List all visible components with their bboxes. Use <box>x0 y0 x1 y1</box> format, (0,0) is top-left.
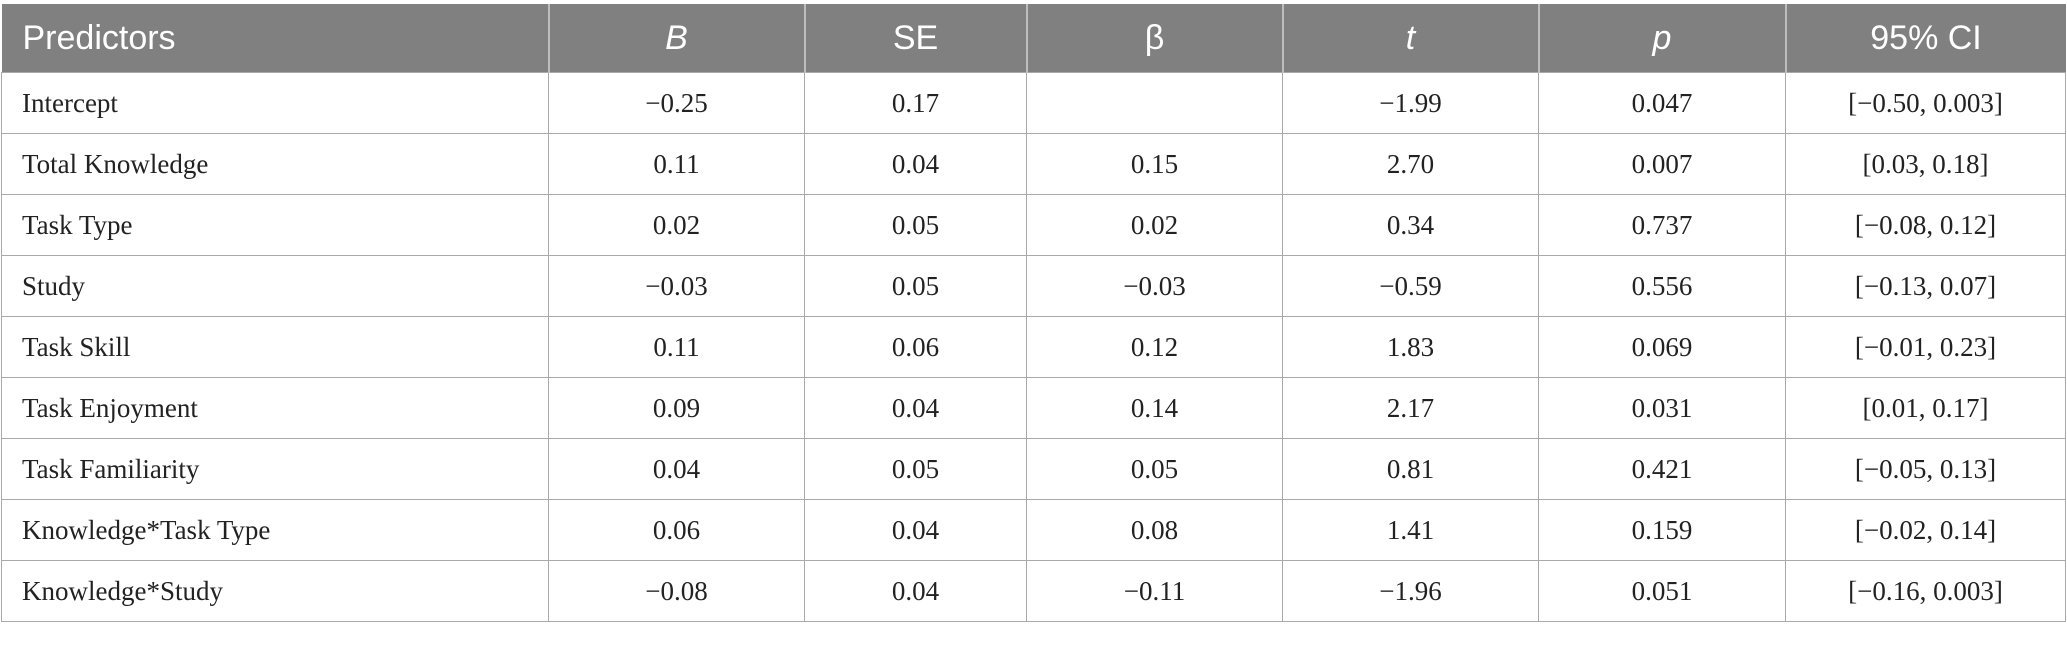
table-row: Task Type 0.02 0.05 0.02 0.34 0.737 [−0.08, 0.… <box>1 194 2066 256</box>
table-row: Knowledge*Task Type 0.06 0.04 0.08 1.41 0.159… <box>1 499 2066 561</box>
table-row: Total Knowledge 0.11 0.04 0.15 2.70 0.007 [0.0… <box>1 133 2066 195</box>
b-cell: 0.11 <box>548 316 805 378</box>
predictor-cell: Task Enjoyment <box>1 377 549 439</box>
se-cell: 0.04 <box>804 133 1027 195</box>
table-row: Intercept −0.25 0.17 −1.99 0.047 [−0.50, 0.00… <box>1 72 2066 134</box>
b-cell: 0.02 <box>548 194 805 256</box>
predictor-cell: Knowledge*Task Type <box>1 499 549 561</box>
se-cell: 0.05 <box>804 255 1027 317</box>
ci-cell: [−0.01, 0.23] <box>1785 316 2066 378</box>
b-cell: 0.04 <box>548 438 805 500</box>
se-cell: 0.06 <box>804 316 1027 378</box>
beta-cell: 0.08 <box>1026 499 1283 561</box>
table-body: Intercept −0.25 0.17 −1.99 0.047 [−0.50, 0.00… <box>1 72 2066 622</box>
t-cell: 1.83 <box>1282 316 1539 378</box>
predictor-cell: Study <box>1 255 549 317</box>
p-cell: 0.737 <box>1538 194 1786 256</box>
beta-cell: 0.05 <box>1026 438 1283 500</box>
t-cell: −1.99 <box>1282 72 1539 134</box>
b-cell: −0.25 <box>548 72 805 134</box>
p-cell: 0.069 <box>1538 316 1786 378</box>
beta-cell: 0.15 <box>1026 133 1283 195</box>
header-p: p <box>1537 4 1786 73</box>
b-cell: 0.06 <box>548 499 805 561</box>
p-cell: 0.047 <box>1538 72 1786 134</box>
t-cell: 2.70 <box>1282 133 1539 195</box>
beta-cell: −0.03 <box>1026 255 1283 317</box>
ci-cell: [0.03, 0.18] <box>1785 133 2066 195</box>
table-row: Task Enjoyment 0.09 0.04 0.14 2.17 0.031 [0.01… <box>1 377 2066 439</box>
predictor-cell: Intercept <box>1 72 549 134</box>
t-cell: 0.81 <box>1282 438 1539 500</box>
beta-cell: 0.02 <box>1026 194 1283 256</box>
beta-cell: 0.12 <box>1026 316 1283 378</box>
p-cell: 0.159 <box>1538 499 1786 561</box>
b-cell: 0.11 <box>548 133 805 195</box>
ci-cell: [−0.13, 0.07] <box>1785 255 2066 317</box>
header-ci: 95% CI <box>1784 4 2066 73</box>
t-cell: 1.41 <box>1282 499 1539 561</box>
ci-cell: [0.01, 0.17] <box>1785 377 2066 439</box>
table-row: Task Skill 0.11 0.06 0.12 1.83 0.069 [−0.01, 0… <box>1 316 2066 378</box>
p-cell: 0.007 <box>1538 133 1786 195</box>
t-cell: 2.17 <box>1282 377 1539 439</box>
regression-table: Predictors B SE β t p 95% CI Intercept −0… <box>1 4 2066 622</box>
beta-cell: −0.11 <box>1026 560 1283 622</box>
t-cell: −0.59 <box>1282 255 1539 317</box>
predictor-cell: Total Knowledge <box>1 133 549 195</box>
se-cell: 0.04 <box>804 499 1027 561</box>
t-cell: 0.34 <box>1282 194 1539 256</box>
p-cell: 0.556 <box>1538 255 1786 317</box>
ci-cell: [−0.16, 0.003] <box>1785 560 2066 622</box>
p-cell: 0.421 <box>1538 438 1786 500</box>
se-cell: 0.04 <box>804 377 1027 439</box>
header-b: B <box>547 4 805 73</box>
predictor-cell: Task Familiarity <box>1 438 549 500</box>
ci-cell: [−0.08, 0.12] <box>1785 194 2066 256</box>
p-cell: 0.051 <box>1538 560 1786 622</box>
header-t: t <box>1281 4 1539 73</box>
se-cell: 0.05 <box>804 438 1027 500</box>
se-cell: 0.04 <box>804 560 1027 622</box>
b-cell: −0.08 <box>548 560 805 622</box>
header-beta: β <box>1025 4 1283 73</box>
header-row: Predictors B SE β t p 95% CI <box>1 4 2066 73</box>
table-row: Study −0.03 0.05 −0.03 −0.59 0.556 [−0.13, 0.0… <box>1 255 2066 317</box>
predictor-cell: Task Skill <box>1 316 549 378</box>
predictor-cell: Knowledge*Study <box>1 560 549 622</box>
header-predictors: Predictors <box>1 4 549 73</box>
se-cell: 0.05 <box>804 194 1027 256</box>
table-row: Task Familiarity 0.04 0.05 0.05 0.81 0.421 [−0… <box>1 438 2066 500</box>
header-se: SE <box>803 4 1027 73</box>
ci-cell: [−0.02, 0.14] <box>1785 499 2066 561</box>
se-cell: 0.17 <box>804 72 1027 134</box>
beta-cell: 0.14 <box>1026 377 1283 439</box>
beta-cell <box>1026 72 1283 134</box>
table-header: Predictors B SE β t p 95% CI <box>1 4 2066 73</box>
p-cell: 0.031 <box>1538 377 1786 439</box>
b-cell: −0.03 <box>548 255 805 317</box>
table-row: Knowledge*Study −0.08 0.04 −0.11 −1.96 0.051[… <box>1 560 2066 622</box>
ci-cell: [−0.05, 0.13] <box>1785 438 2066 500</box>
b-cell: 0.09 <box>548 377 805 439</box>
predictor-cell: Task Type <box>1 194 549 256</box>
ci-cell: [−0.50, 0.003] <box>1785 72 2066 134</box>
t-cell: −1.96 <box>1282 560 1539 622</box>
